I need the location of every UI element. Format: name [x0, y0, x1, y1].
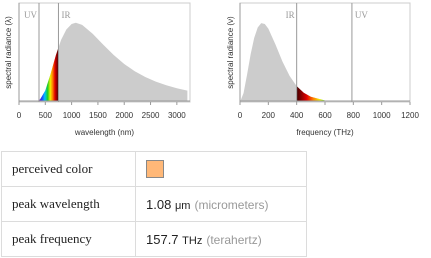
- x-tick-label: 200: [262, 111, 276, 120]
- row-label: peak wavelength: [1, 186, 136, 222]
- marker-label: UV: [24, 10, 37, 20]
- x-tick-label: 3000: [168, 111, 186, 120]
- x-tick-label: 600: [318, 111, 332, 120]
- unit: THz: [182, 234, 203, 247]
- x-tick-label: 2500: [142, 111, 160, 120]
- marker-label: IR: [286, 10, 295, 20]
- x-tick-label: 2000: [115, 111, 133, 120]
- color-swatch: [146, 160, 164, 178]
- table-row: peak frequency 157.7 THz (terahertz): [1, 221, 307, 257]
- y-axis-label: spectral radiance (ν): [226, 16, 235, 89]
- unit: μm: [174, 199, 191, 212]
- table-row: perceived color: [1, 151, 307, 187]
- x-tick-label: 1000: [373, 111, 391, 120]
- y-axis-label: spectral radiance (λ): [4, 16, 13, 89]
- x-tick-label: 400: [290, 111, 304, 120]
- value: 1.08: [146, 196, 172, 212]
- properties-table: perceived color peak wavelength 1.08 μm(…: [1, 151, 307, 257]
- unit-name: (micrometers): [194, 197, 269, 212]
- row-value: 1.08 μm (micrometers): [135, 186, 307, 222]
- value: 157.7: [146, 231, 179, 247]
- visible-spectrum: [296, 23, 352, 102]
- x-tick-label: 1200: [401, 111, 419, 120]
- area: [34, 22, 188, 102]
- x-tick-label: 1500: [89, 111, 107, 120]
- row-label: perceived color: [1, 151, 136, 187]
- row-label: peak frequency: [1, 221, 136, 257]
- x-tick-label: 0: [238, 111, 243, 120]
- x-axis-label: frequency (THz): [296, 128, 354, 137]
- x-tick-label: 0: [17, 111, 22, 120]
- x-tick-label: 1000: [63, 111, 81, 120]
- row-value: [135, 151, 307, 187]
- marker-label: UV: [355, 10, 368, 20]
- row-value: 157.7 THz (terahertz): [135, 221, 307, 257]
- area: [240, 23, 354, 102]
- x-tick-label: 500: [39, 111, 53, 120]
- x-axis-label: wavelength (nm): [74, 128, 134, 137]
- marker-label: IR: [61, 10, 70, 20]
- visible-spectrum: [38, 22, 59, 102]
- table-row: peak wavelength 1.08 μm (micrometers): [1, 186, 307, 222]
- x-tick-label: 800: [347, 111, 361, 120]
- unit-name: (terahertz): [206, 232, 262, 247]
